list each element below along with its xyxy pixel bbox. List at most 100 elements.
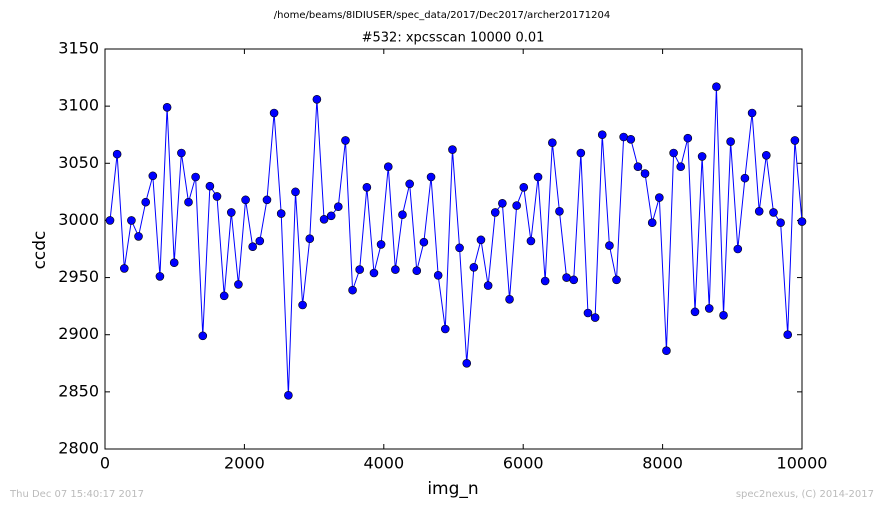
data-point [383, 162, 393, 172]
data-point [440, 324, 450, 334]
data-point [747, 108, 757, 118]
data-point [312, 94, 322, 104]
data-point [548, 138, 557, 148]
data-point [569, 275, 579, 285]
data-point [776, 218, 785, 228]
data-point [476, 235, 486, 245]
data-point [205, 181, 215, 191]
data-point [391, 265, 400, 274]
data-point [248, 242, 257, 252]
data-point [697, 152, 707, 161]
data-point [683, 133, 693, 143]
data-point [562, 273, 571, 282]
data-point [505, 294, 514, 304]
data-point [412, 266, 422, 276]
data-point [605, 241, 614, 250]
data-point [783, 330, 793, 340]
data-point [733, 244, 743, 254]
data-point [241, 195, 250, 205]
data-point [127, 216, 136, 225]
data-point [191, 172, 200, 182]
data-point [212, 192, 222, 201]
y-tick-label: 2900 [58, 324, 99, 343]
x-tick-label: 6000 [503, 454, 544, 473]
x-tick-label: 4000 [363, 454, 404, 473]
data-point [704, 304, 714, 313]
data-point [790, 136, 800, 145]
data-point [533, 172, 543, 182]
data-point [433, 270, 443, 280]
x-tick-label: 8000 [642, 454, 683, 473]
data-point [762, 150, 771, 160]
data-point [305, 234, 315, 244]
data-point [626, 134, 636, 144]
data-point [633, 162, 643, 172]
data-point [362, 182, 372, 192]
x-tick-label: 10000 [777, 454, 828, 473]
data-point [134, 232, 143, 241]
data-point [690, 307, 700, 317]
data-point [576, 148, 586, 158]
data-point [155, 272, 165, 281]
data-point [612, 275, 621, 285]
data-point [276, 209, 286, 218]
data-point [148, 171, 158, 181]
data-point [555, 206, 564, 216]
data-point [234, 280, 243, 289]
data-point [469, 262, 479, 272]
data-point [262, 195, 272, 205]
data-point [512, 201, 521, 210]
data-point [369, 268, 379, 278]
footer-credit: spec2nexus, (C) 2014-2017 [736, 489, 874, 500]
data-point [597, 130, 607, 140]
data-point [583, 308, 593, 318]
x-tick-label: 2000 [224, 454, 265, 473]
data-point [326, 211, 336, 221]
data-point [740, 173, 750, 183]
data-point [540, 276, 550, 286]
data-point [162, 102, 172, 112]
footer-timestamp: Thu Dec 07 15:40:17 2017 [9, 489, 144, 500]
data-point [662, 346, 671, 356]
data-point [655, 193, 664, 202]
data-point [105, 216, 115, 225]
data-point [198, 331, 208, 341]
data-point [219, 291, 229, 301]
data-point [426, 172, 436, 182]
data-point [291, 187, 300, 197]
x-axis-label: img_n [427, 479, 478, 499]
data-point [184, 197, 193, 207]
data-point [355, 265, 364, 274]
data-point [526, 236, 536, 246]
data-point [590, 313, 600, 322]
y-tick-label: 3000 [58, 210, 99, 229]
data-point [333, 202, 343, 212]
data-point [419, 237, 429, 247]
data-point [177, 148, 186, 158]
data-point [298, 300, 307, 310]
data-point [319, 214, 329, 224]
data-point [348, 285, 357, 295]
data-point [647, 218, 657, 228]
data-point [797, 217, 807, 226]
data-point [120, 264, 129, 273]
data-point [141, 197, 151, 207]
data-point [376, 240, 386, 249]
data-point [455, 243, 464, 253]
x-tick-label: 0 [100, 454, 110, 473]
data-point [769, 208, 778, 217]
data-point [490, 208, 500, 217]
data-point [112, 149, 122, 159]
data-point [726, 137, 735, 146]
data-point [169, 258, 179, 268]
data-point [640, 169, 650, 178]
data-point [341, 136, 350, 145]
y-tick-label: 3100 [58, 96, 99, 115]
y-axis-label: ccdc [30, 231, 50, 270]
data-point [619, 132, 628, 142]
data-point [398, 210, 407, 220]
data-point [754, 206, 764, 216]
data-line [109, 86, 803, 396]
data-point [269, 108, 279, 118]
